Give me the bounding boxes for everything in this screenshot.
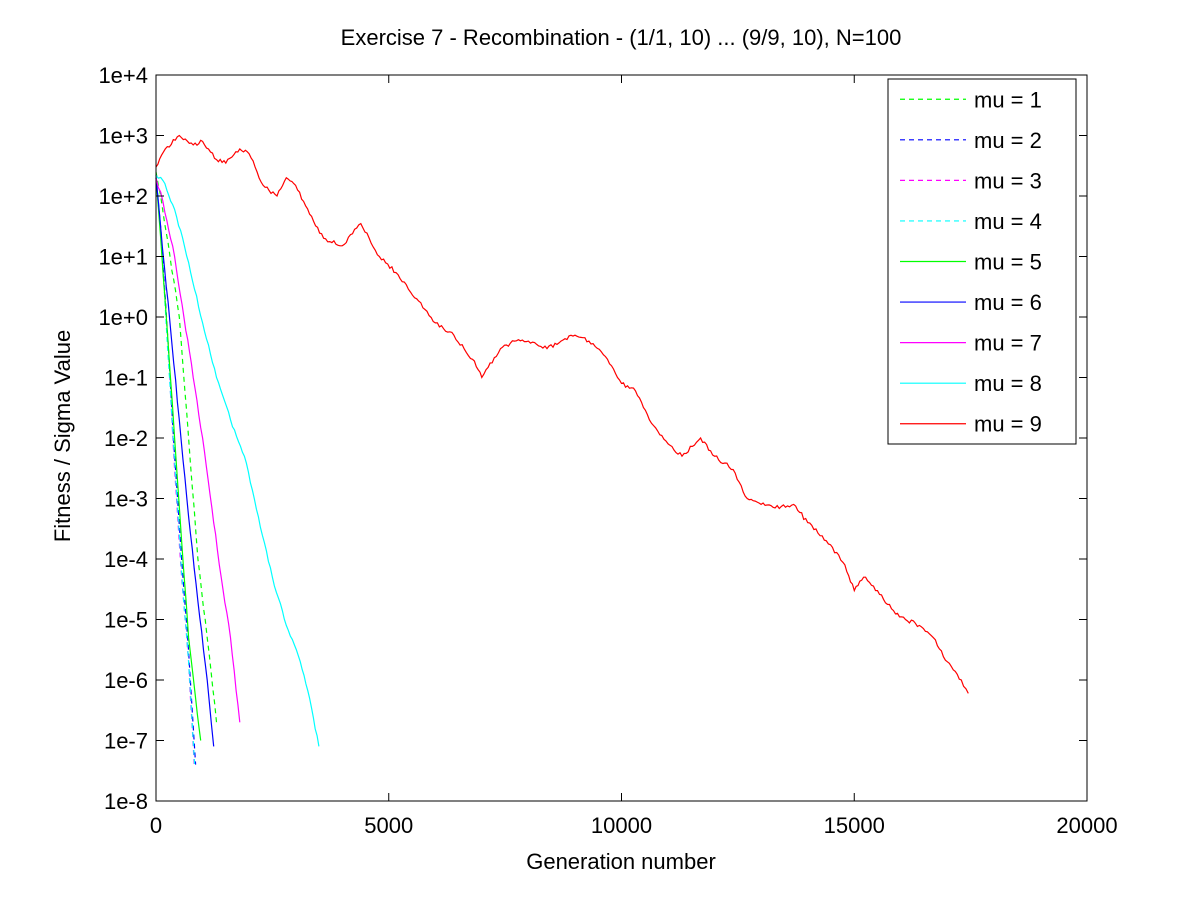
series-line-9 (155, 134, 969, 694)
x-tick-label: 5000 (364, 813, 413, 838)
y-tick-label: 1e-8 (104, 789, 148, 814)
y-tick-label: 1e+2 (98, 184, 148, 209)
legend-label-6: mu = 6 (974, 290, 1042, 315)
y-tick-label: 1e+4 (98, 63, 148, 88)
series-line-7 (155, 177, 241, 723)
legend-label-5: mu = 5 (974, 250, 1042, 275)
y-tick-label: 1e+0 (98, 305, 148, 330)
y-tick-label: 1e-1 (104, 366, 148, 391)
legend-label-2: mu = 2 (974, 128, 1042, 153)
y-tick-label: 1e-7 (104, 729, 148, 754)
y-tick-label: 1e+1 (98, 245, 148, 270)
legend: mu = 1 mu = 2 mu = 3 mu = 4 mu = 5 mu = 6 mu =… (887, 78, 1077, 445)
legend-label-1: mu = 1 (974, 87, 1042, 112)
legend-label-7: mu = 7 (974, 331, 1042, 356)
legend-label-4: mu = 4 (974, 209, 1042, 234)
y-tick-label: 1e-3 (104, 487, 148, 512)
x-tick-label: 20000 (1056, 813, 1117, 838)
series-layer (155, 134, 969, 765)
y-tick-label: 1e-4 (104, 547, 148, 572)
x-tick-label: 0 (150, 813, 162, 838)
y-tick-label: 1e-6 (104, 668, 148, 693)
y-axis-label: Fitness / Sigma Value (50, 330, 75, 542)
x-tick-label: 10000 (591, 813, 652, 838)
legend-label-3: mu = 3 (974, 168, 1042, 193)
y-tick-label: 1e-5 (104, 608, 148, 633)
series-line-8 (155, 174, 320, 747)
axes-layer: 0 5000 10000 15000 20000 1e-8 1e-7 1e-6 1e-5 1e-4… (98, 63, 1117, 838)
y-tick-label: 1e-2 (104, 426, 148, 451)
series-line-2 (155, 177, 197, 765)
series-line-5 (155, 177, 202, 741)
legend-label-8: mu = 8 (974, 371, 1042, 396)
x-tick-label: 15000 (824, 813, 885, 838)
chart-title: Exercise 7 - Recombination - (1/1, 10) .… (341, 25, 902, 50)
series-line-1 (155, 171, 218, 723)
y-tick-label: 1e+3 (98, 124, 148, 149)
legend-label-9: mu = 9 (974, 412, 1042, 437)
x-axis-label: Generation number (526, 849, 716, 874)
series-line-6 (155, 177, 215, 747)
